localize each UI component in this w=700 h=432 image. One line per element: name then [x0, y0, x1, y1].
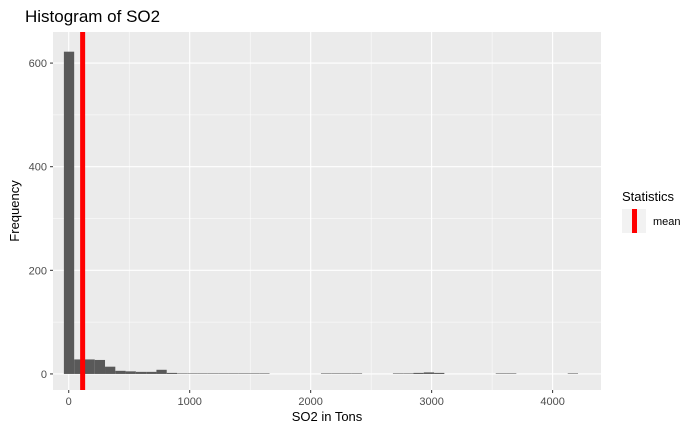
y-axis-ticks: 0 200 400 600	[29, 58, 53, 381]
histogram-bar	[341, 373, 352, 374]
histogram-bar	[166, 372, 177, 374]
histogram-bar	[228, 373, 239, 374]
x-tick-label: 4000	[540, 396, 564, 408]
y-tick-label: 200	[29, 265, 47, 277]
histogram-bar	[238, 373, 249, 374]
histogram-bar	[176, 373, 188, 374]
histogram-bar	[320, 373, 332, 374]
histogram-bar	[125, 371, 136, 374]
minor-gridlines	[53, 32, 601, 390]
histogram-bar	[218, 373, 229, 374]
x-tick-label: 0	[66, 396, 72, 408]
histogram-bar	[248, 373, 260, 374]
chart-title: Histogram of SO2	[25, 7, 160, 26]
x-tick-label: 1000	[177, 396, 201, 408]
plot-panel	[53, 32, 601, 390]
histogram-bar	[351, 373, 363, 374]
y-tick-label: 600	[29, 58, 47, 70]
x-tick-label: 3000	[419, 396, 443, 408]
histogram-bar	[156, 369, 167, 374]
x-tick-label: 2000	[298, 396, 322, 408]
histogram-bar	[331, 373, 342, 374]
legend-label-mean: mean	[653, 216, 681, 228]
histogram-bar	[135, 371, 147, 374]
histogram-bar	[506, 373, 517, 374]
legend-title: Statistics	[622, 189, 675, 204]
legend: Statistics mean	[622, 189, 681, 233]
histogram-bars	[63, 51, 579, 374]
histogram-bar	[74, 359, 85, 374]
y-tick-label: 400	[29, 162, 47, 174]
histogram-bar	[403, 373, 414, 374]
histogram-bar	[434, 372, 445, 374]
histogram-bar	[115, 370, 126, 374]
histogram-bar	[392, 373, 404, 374]
y-tick-label: 0	[41, 369, 47, 381]
histogram-bar	[94, 359, 106, 374]
x-axis-title: SO2 in Tons	[292, 409, 363, 424]
histogram-bar	[423, 372, 435, 374]
histogram-bar	[567, 373, 579, 374]
histogram-bar	[197, 373, 208, 374]
histogram-bar	[495, 373, 507, 374]
y-axis-title: Frequency	[7, 180, 22, 242]
histogram-bar	[146, 371, 157, 374]
legend-key-mean	[632, 209, 637, 233]
histogram-bar	[413, 372, 424, 374]
histogram-bar	[63, 51, 75, 374]
x-axis-ticks: 0 1000 2000 3000 4000	[66, 390, 565, 408]
histogram-bar	[105, 366, 116, 374]
histogram-bar	[259, 373, 270, 374]
histogram-bar	[187, 373, 198, 374]
histogram-bar	[207, 373, 219, 374]
histogram-bar	[84, 359, 95, 374]
